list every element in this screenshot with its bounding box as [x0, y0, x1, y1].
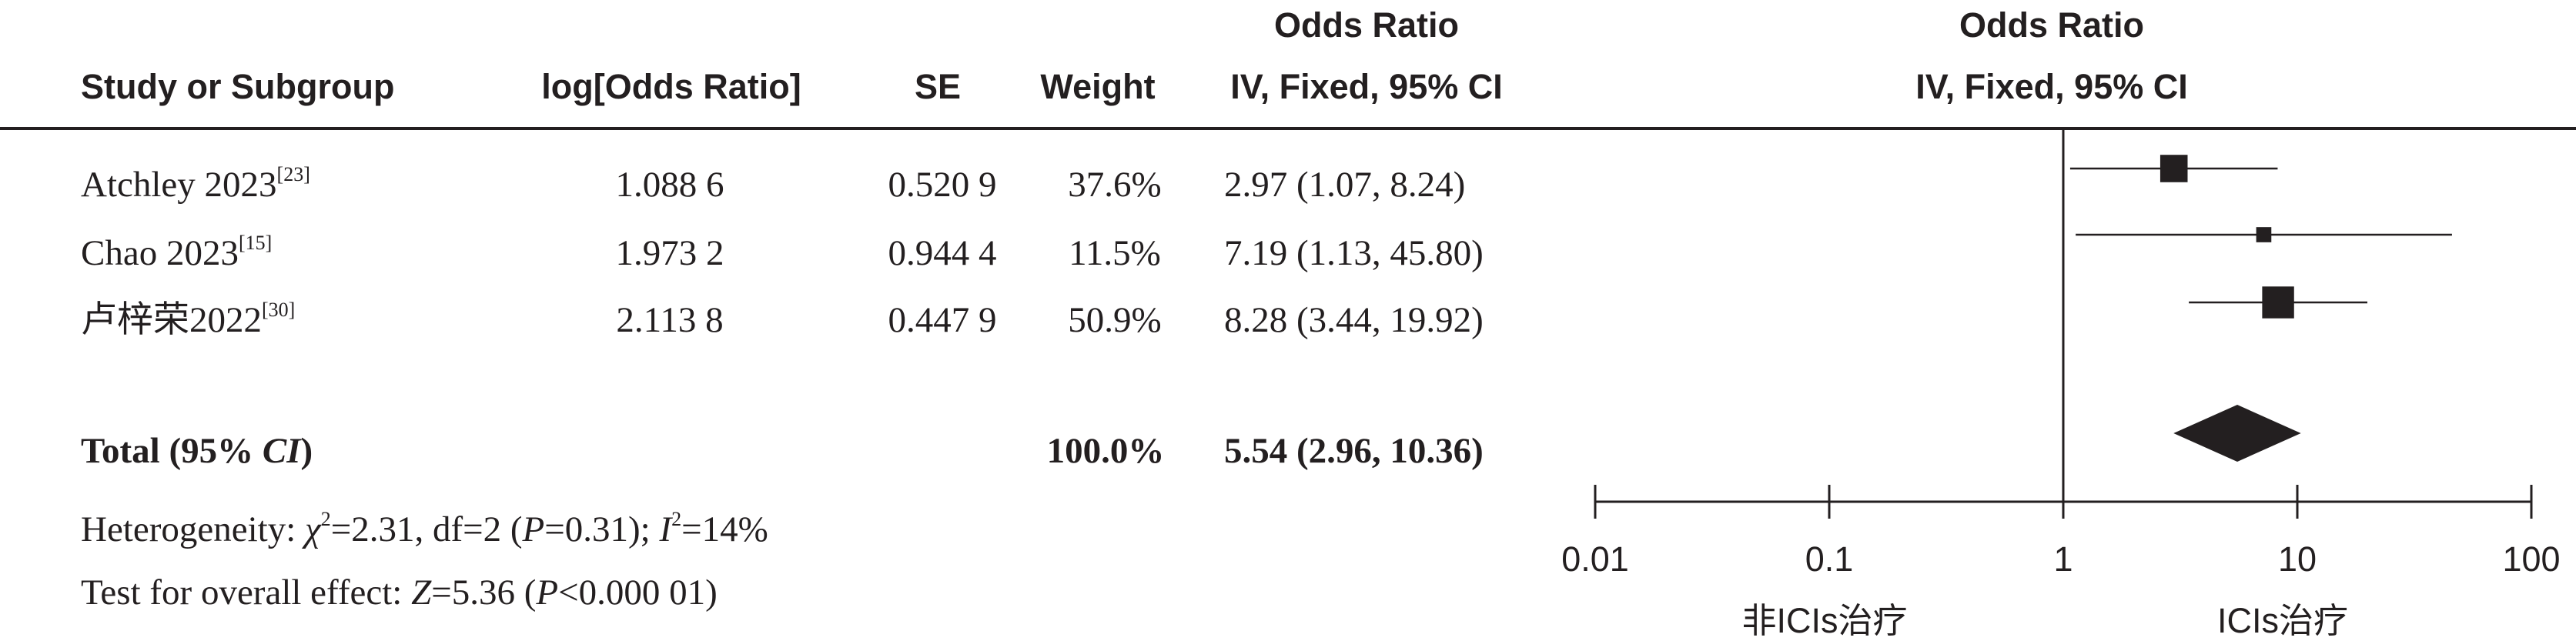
study-name: 卢梓荣2022[30]	[81, 299, 296, 340]
study-reference: [23]	[276, 163, 310, 185]
total-weight: 100.0%	[1046, 431, 1165, 471]
x-tick-label: 10	[2278, 539, 2317, 579]
study-or-ci: 2.97 (1.07, 8.24)	[1224, 165, 1466, 205]
study-weight-square	[2159, 155, 2188, 182]
x-tick-label: 1	[2053, 539, 2073, 579]
plot-column-header-line2: IV, Fixed, 95% CI	[1915, 67, 2188, 106]
study-name: Atchley 2023[23]	[81, 163, 310, 205]
study-weight-square	[2256, 227, 2272, 242]
study-logor: 1.973 2	[615, 233, 724, 273]
x-tick-label: 100	[2502, 539, 2560, 579]
study-se: 0.520 9	[888, 165, 997, 205]
x-tick-label: 0.01	[1561, 539, 1629, 579]
study-markers	[2069, 155, 2452, 319]
study-logor: 2.113 8	[616, 300, 724, 340]
study-weight-square	[2262, 286, 2294, 319]
x-axis-ticks: 0.01 0.1 1 10 100	[1561, 485, 2561, 579]
study-reference: [30]	[262, 299, 296, 321]
overall-effect-text: Test for overall effect: Z=5.36 (P<0.000…	[81, 573, 718, 613]
total-or-ci: 5.54 (2.96, 10.36)	[1224, 431, 1484, 471]
logor-column-header: log[Odds Ratio]	[541, 67, 801, 106]
study-weight: 50.9%	[1068, 300, 1162, 340]
study-or-ci: 7.19 (1.13, 45.80)	[1224, 233, 1484, 273]
study-reference: [15]	[238, 232, 273, 254]
weight-column-header: Weight	[1040, 67, 1156, 106]
header-rule	[0, 127, 2576, 130]
or-column-header-line2: IV, Fixed, 95% CI	[1230, 67, 1503, 106]
favours-right-label: ICIs治疗	[2217, 601, 2348, 640]
pooled-estimate-diamond	[2173, 405, 2301, 462]
study-name: Chao 2023[15]	[81, 232, 273, 273]
x-tick-label: 0.1	[1805, 539, 1854, 579]
study-se: 0.447 9	[888, 300, 997, 340]
or-column-header-line1: Odds Ratio	[1273, 5, 1460, 45]
study-column-header: Study or Subgroup	[81, 67, 395, 106]
study-weight: 11.5%	[1069, 233, 1161, 273]
study-weight: 37.6%	[1068, 165, 1162, 205]
study-logor: 1.088 6	[615, 165, 724, 205]
heterogeneity-text: Heterogeneity: χ2=2.31, df=2 (P=0.31); I…	[81, 508, 768, 549]
total-label: Total (95% CI)	[81, 431, 313, 471]
study-or-ci: 8.28 (3.44, 19.92)	[1224, 300, 1484, 340]
plot-column-header-line1: Odds Ratio	[1959, 5, 2145, 45]
favours-left-label: 非ICIs治疗	[1741, 601, 1907, 640]
se-column-header: SE	[914, 67, 962, 106]
study-se: 0.944 4	[888, 233, 997, 273]
